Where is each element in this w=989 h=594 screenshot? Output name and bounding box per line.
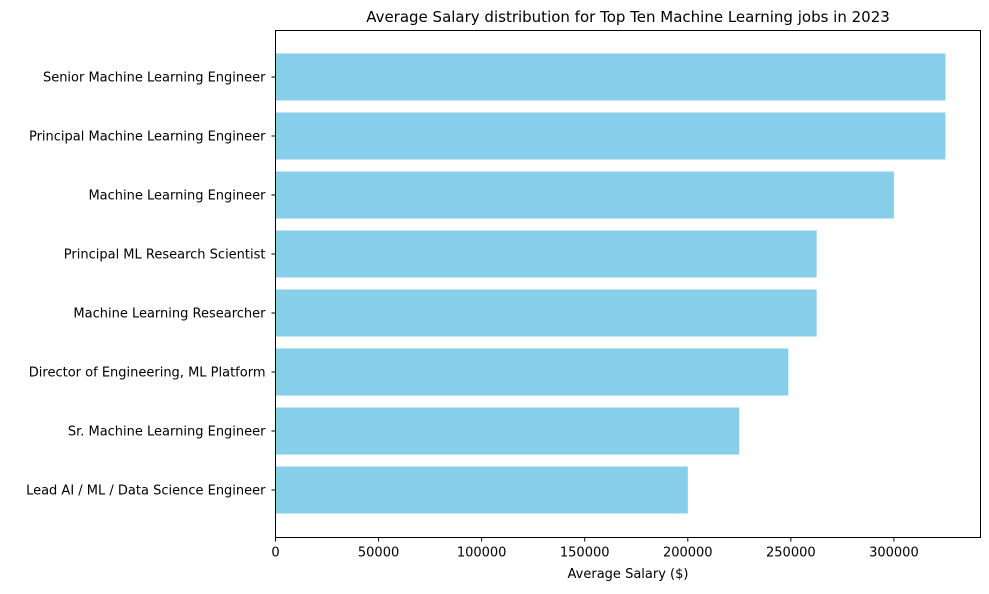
plot-frame — [275, 30, 981, 538]
x-tick-label: 150000 — [560, 546, 610, 561]
y-tick-label: Machine Learning Researcher — [73, 307, 266, 322]
bar — [275, 53, 946, 101]
bar — [275, 230, 817, 278]
y-tick-label: Principal ML Research Scientist — [64, 248, 266, 263]
x-axis-label: Average Salary ($) — [568, 567, 689, 582]
x-tick-label: 0 — [271, 546, 279, 561]
y-tick-label: Principal Machine Learning Engineer — [29, 130, 266, 145]
bars-layer — [275, 53, 946, 514]
y-tick-label: Machine Learning Engineer — [88, 189, 266, 204]
y-tick-label: Sr. Machine Learning Engineer — [68, 425, 266, 440]
y-tick-label: Senior Machine Learning Engineer — [43, 71, 266, 86]
x-tick-label: 100000 — [457, 546, 507, 561]
bar — [275, 407, 740, 455]
x-tick-label: 200000 — [663, 546, 713, 561]
x-tick-label: 250000 — [766, 546, 816, 561]
x-axis: 0 50000 100000 150000 200000 250000 300000 — [271, 537, 919, 561]
chart-title: Average Salary distribution for Top Ten … — [366, 8, 890, 26]
x-tick-label: 50000 — [358, 546, 399, 561]
bar — [275, 466, 688, 514]
bar — [275, 289, 817, 337]
bar — [275, 171, 894, 219]
y-axis: Senior Machine Learning Engineer Principa… — [26, 71, 276, 499]
y-tick-label: Lead AI / ML / Data Science Engineer — [26, 484, 266, 499]
x-tick-label: 300000 — [869, 546, 919, 561]
bar — [275, 348, 789, 396]
bar — [275, 112, 946, 160]
y-tick-label: Director of Engineering, ML Platform — [29, 366, 266, 381]
